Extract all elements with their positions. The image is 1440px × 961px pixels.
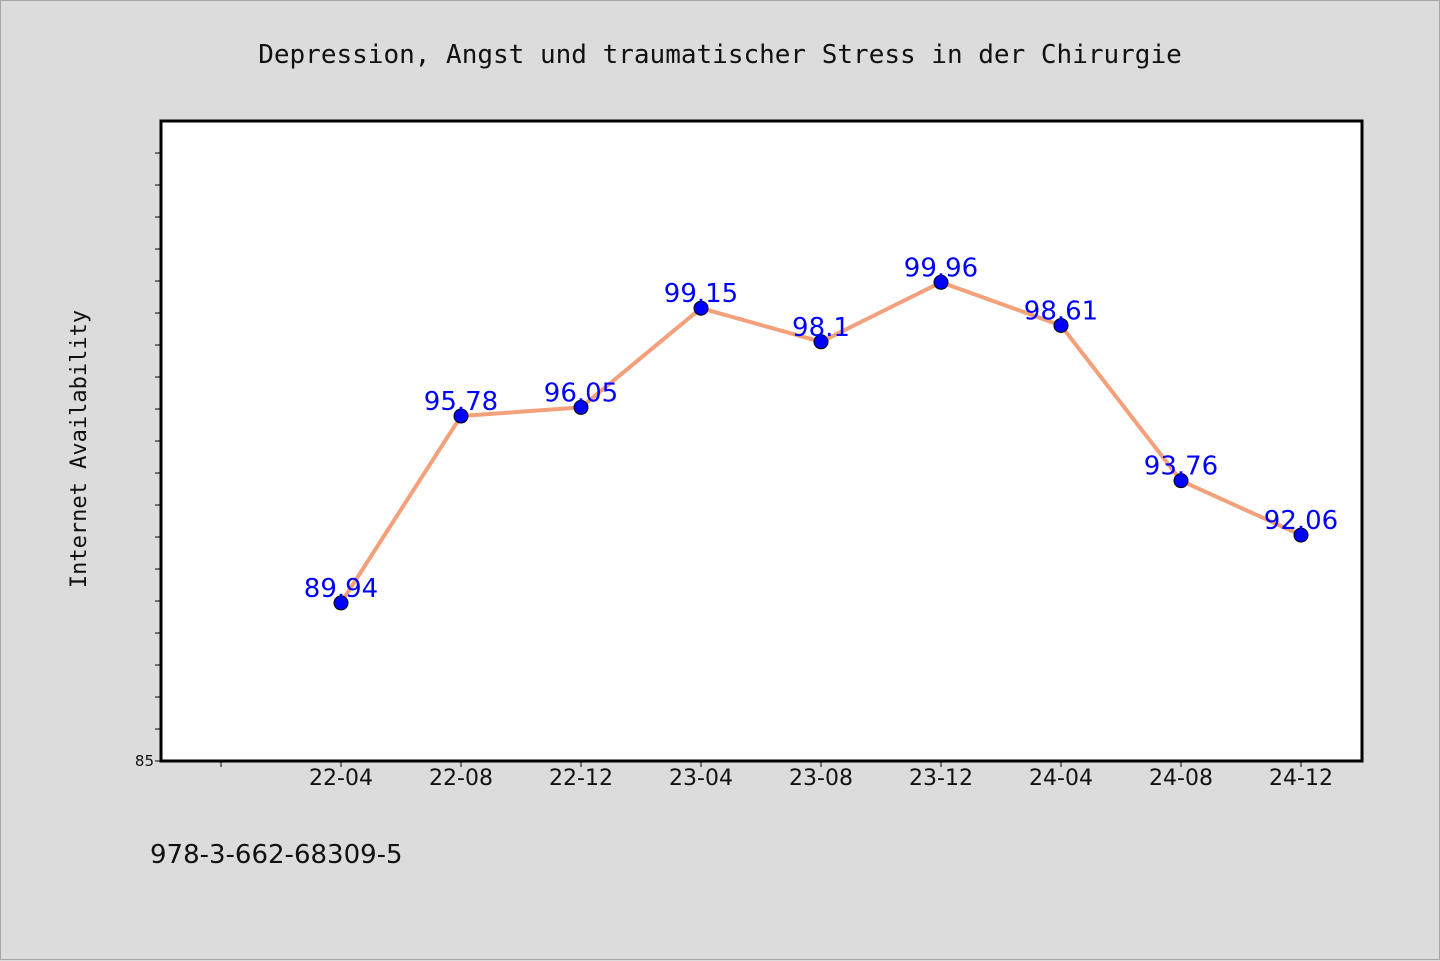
data-point	[1293, 527, 1309, 543]
data-labels: 89.94 95.78 96.05 99.15 98.1 99.96 98.61 93.76 9…	[304, 253, 1338, 604]
x-tick-label: 24-12	[1269, 766, 1333, 791]
x-axis-ticks: 22-04 22-08 22-12 23-04 23-08 23-12 24-04 24-08…	[220, 761, 1333, 791]
data-point	[1053, 317, 1069, 333]
data-point	[333, 595, 349, 611]
y-axis-label: Internet Availability	[67, 310, 92, 588]
data-label: 99.15	[664, 279, 738, 309]
x-tick-label: 24-04	[1029, 766, 1093, 791]
data-label: 93.76	[1144, 452, 1218, 482]
data-label: 98.61	[1024, 296, 1098, 326]
data-series	[333, 274, 1309, 611]
data-label: 96.05	[544, 378, 618, 408]
data-label: 89.94	[304, 574, 378, 604]
x-tick-label: 22-04	[309, 766, 373, 791]
data-point	[1173, 473, 1189, 489]
chart-title: Depression, Angst und traumatischer Stre…	[258, 40, 1182, 70]
plot-area	[159, 119, 1364, 763]
data-label: 99.96	[904, 253, 978, 283]
data-label: 98.1	[792, 313, 850, 343]
x-tick-label: 22-08	[429, 766, 493, 791]
data-point	[693, 300, 709, 316]
data-label: 95.78	[424, 387, 498, 417]
data-label: 92.06	[1264, 506, 1338, 536]
data-point	[813, 334, 829, 350]
x-tick-label: 23-04	[669, 766, 733, 791]
data-point	[453, 408, 469, 424]
footer-isbn: 978-3-662-68309-5	[150, 840, 403, 870]
data-point	[933, 274, 949, 290]
data-point	[573, 399, 589, 415]
x-tick-label: 23-08	[789, 766, 853, 791]
y-axis-ticks: 85	[135, 152, 161, 770]
x-tick-label: 24-08	[1149, 766, 1213, 791]
x-tick-label: 23-12	[909, 766, 973, 791]
y-tick-label: 85	[135, 752, 154, 770]
x-tick-label: 22-12	[549, 766, 613, 791]
